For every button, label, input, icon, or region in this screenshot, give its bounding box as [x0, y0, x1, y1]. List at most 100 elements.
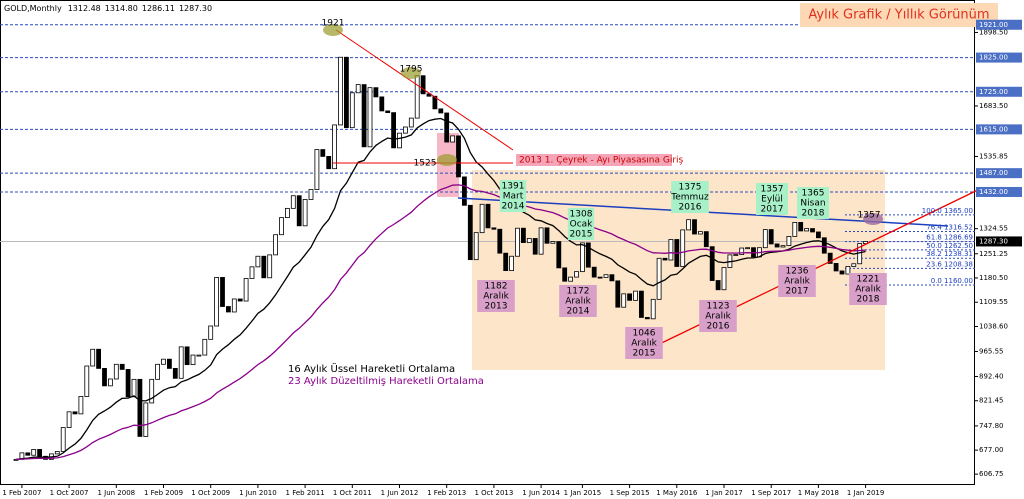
- candle: [503, 252, 509, 272]
- x-tick-label: 1 Jun 2008: [97, 489, 135, 497]
- x-tick-label: 1 Oct 2011: [333, 489, 372, 497]
- candle: [284, 207, 290, 219]
- candle: [225, 306, 231, 313]
- candle: [721, 267, 727, 291]
- annotation: 1236: [786, 267, 809, 277]
- candle: [420, 75, 426, 95]
- candle: [155, 363, 161, 380]
- annotation: 2014: [502, 202, 525, 212]
- candle: [102, 367, 107, 387]
- candle: [178, 346, 184, 379]
- annotation-box: [567, 208, 595, 240]
- candle: [532, 238, 538, 255]
- quote: 1286.11: [142, 4, 175, 13]
- candle: [308, 189, 314, 200]
- x-tick-label: 1 Feb 2013: [427, 489, 466, 497]
- candle: [343, 56, 349, 129]
- candle: [190, 354, 196, 366]
- level-tag: [976, 124, 1022, 135]
- candle: [261, 255, 267, 279]
- level-tag: [976, 168, 1022, 179]
- y-tick-label: 1251.25: [979, 250, 1008, 258]
- marker: [863, 213, 883, 225]
- annotation: 1221: [857, 275, 880, 285]
- x-tick-label: 1 Jun 2012: [381, 489, 419, 497]
- x-tick-label: 1 Jun 2010: [239, 489, 277, 497]
- view-box: [800, 3, 998, 27]
- candle: [379, 96, 385, 112]
- candle: [568, 276, 573, 282]
- candle: [479, 203, 485, 234]
- annotation: 2018: [802, 209, 825, 219]
- annotation: 1365: [802, 189, 825, 199]
- candle: [72, 411, 78, 415]
- level-tag: [976, 186, 1022, 197]
- y-tick-label: 821.45: [979, 397, 1004, 405]
- candle: [644, 317, 650, 320]
- annotation: Aralık: [483, 292, 509, 302]
- legend-label: 23 Aylık Düzeltilmiş Hareketli Ortalama: [288, 376, 484, 387]
- candle: [461, 176, 467, 206]
- candle: [432, 95, 438, 110]
- annotation: 1375: [679, 183, 702, 193]
- candle: [131, 378, 137, 398]
- candle: [467, 204, 473, 261]
- annotation: 1046: [633, 329, 656, 339]
- candle: [184, 346, 190, 366]
- candle: [585, 242, 591, 268]
- candle: [397, 132, 402, 149]
- candle: [521, 227, 526, 243]
- level-label: 1432.00: [979, 188, 1008, 196]
- annotation: 2016: [679, 203, 702, 213]
- candle: [37, 449, 42, 457]
- level-label: 1487.00: [979, 169, 1008, 177]
- annotation: Aralık: [705, 312, 731, 322]
- annotation: 1357: [761, 185, 784, 195]
- candle: [161, 358, 166, 365]
- y-tick-label: 1683.50: [979, 102, 1008, 110]
- candle: [414, 75, 420, 119]
- x-tick-label: 1 May 2016: [656, 489, 698, 497]
- annotation: 2015: [570, 230, 593, 240]
- candle: [402, 126, 408, 134]
- candle: [792, 221, 798, 237]
- candle: [497, 228, 503, 254]
- candle: [137, 378, 143, 437]
- candle: [302, 199, 308, 227]
- candle: [349, 92, 355, 129]
- level-label: 1615.00: [979, 125, 1008, 133]
- candle: [562, 267, 568, 282]
- annotation: 2017: [786, 287, 809, 297]
- fibo-label: 50.0 1262.50: [926, 242, 973, 250]
- candle: [574, 271, 579, 278]
- y-tick-label: 1324.55: [979, 225, 1008, 233]
- fibo-label: 100.0 1365.00: [922, 207, 973, 215]
- fibo-label: 23.6 1208.38: [926, 260, 973, 268]
- candle: [231, 298, 237, 313]
- symbol-title: GOLD,Monthly 1312.48 1314.80 1286.11 1287.30: [4, 4, 212, 13]
- moving-average: [15, 117, 866, 461]
- x-tick-label: 1 Oct 2013: [474, 489, 513, 497]
- annotation: Mart: [503, 192, 524, 202]
- candle: [96, 348, 101, 369]
- level-tag: [976, 52, 1022, 63]
- annotation-box: [477, 280, 515, 312]
- y-tick-label: 606.75: [979, 470, 1004, 478]
- candle: [25, 452, 31, 456]
- annotation: Nisan: [800, 199, 825, 209]
- candle: [90, 348, 96, 367]
- candle: [84, 365, 90, 397]
- quote: 1314.80: [105, 4, 138, 13]
- annotation: 2014: [567, 307, 590, 317]
- annotation: 2017: [761, 205, 784, 215]
- candle: [385, 110, 391, 114]
- candle: [580, 242, 585, 273]
- annotation: 1123: [707, 302, 730, 312]
- candle: [739, 247, 745, 255]
- x-tick-label: 1 Sep 2017: [751, 489, 791, 497]
- candle: [639, 290, 644, 318]
- level-tag: [976, 86, 1022, 97]
- candle: [66, 411, 72, 428]
- candle: [196, 354, 202, 357]
- annotation-box: [499, 180, 527, 212]
